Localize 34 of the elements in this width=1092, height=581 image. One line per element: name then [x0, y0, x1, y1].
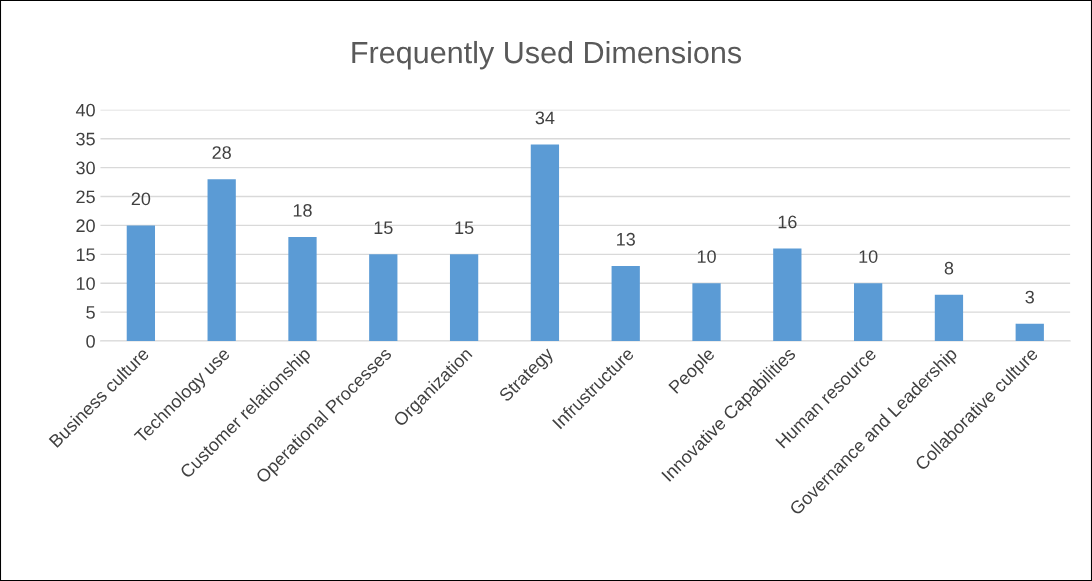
bar: [854, 283, 883, 342]
bar: [288, 236, 317, 342]
bar: [1015, 323, 1044, 342]
data-label: 34: [535, 111, 555, 125]
bar: [692, 283, 721, 342]
y-tick-label: 0: [86, 334, 95, 348]
data-label: 10: [697, 250, 716, 263]
data-label: 13: [617, 232, 635, 246]
data-label: 20: [131, 192, 151, 206]
y-tick-label: 30: [76, 161, 95, 175]
bar: [369, 254, 398, 342]
data-label: 15: [455, 221, 474, 235]
y-tick-label: 25: [76, 190, 95, 204]
bar: [126, 225, 156, 342]
data-label: 10: [859, 250, 878, 263]
data-label: 3: [1025, 290, 1034, 304]
data-label: 16: [778, 215, 797, 229]
bar: [773, 248, 802, 342]
y-tick-label: 10: [76, 277, 95, 290]
data-label: 18: [293, 203, 312, 217]
bar: [611, 265, 640, 342]
y-tick-label: 15: [76, 248, 95, 262]
bar: [530, 144, 560, 342]
chart-title: Frequently Used Dimensions: [352, 40, 742, 70]
data-label: 8: [944, 261, 954, 275]
y-tick-label: 35: [76, 132, 95, 146]
bar: [934, 294, 964, 342]
y-tick-label: 5: [86, 306, 95, 319]
data-label: 28: [212, 146, 231, 159]
data-label: 15: [374, 221, 393, 235]
y-tick-label: 40: [75, 103, 95, 117]
bar: [207, 179, 236, 342]
y-tick-label: 20: [76, 219, 95, 233]
bar: [449, 254, 479, 342]
